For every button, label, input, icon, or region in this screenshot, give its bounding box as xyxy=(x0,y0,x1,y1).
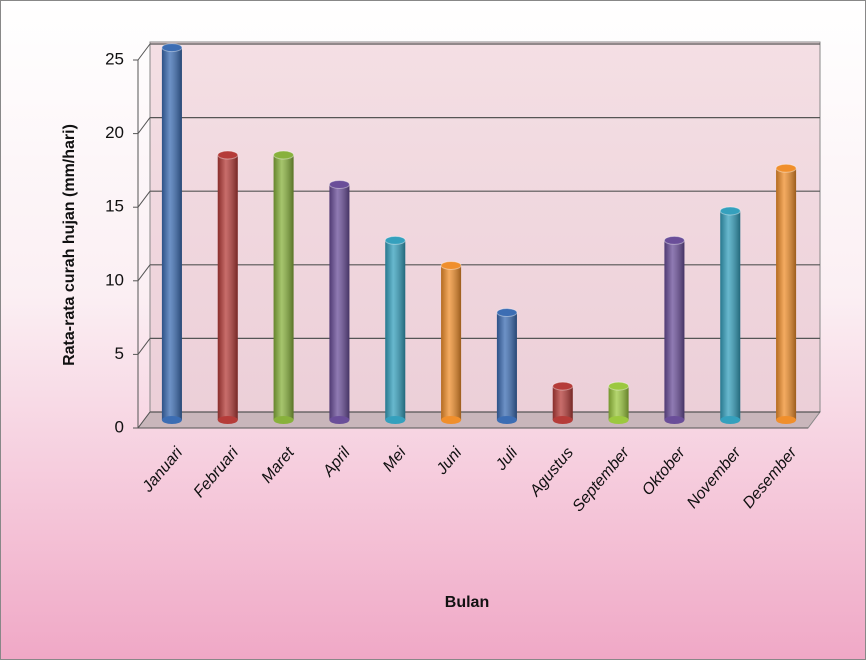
bar-shade xyxy=(776,168,796,420)
bar-top xyxy=(609,382,629,390)
bar-bottom xyxy=(441,416,461,424)
bar-bottom xyxy=(218,416,238,424)
bar-bottom xyxy=(609,416,629,424)
bar-shade xyxy=(218,155,238,420)
bar-bottom xyxy=(274,416,294,424)
bar-shade xyxy=(609,386,629,420)
bar-top xyxy=(162,44,182,52)
bar-top xyxy=(441,261,461,269)
bar-bottom xyxy=(497,416,517,424)
bar-top xyxy=(776,164,796,172)
bar-bottom xyxy=(664,416,684,424)
bar-bottom xyxy=(162,416,182,424)
bar-top xyxy=(274,151,294,159)
bar-top xyxy=(497,309,517,317)
bar-top xyxy=(385,236,405,244)
bar-top xyxy=(329,180,349,188)
chart: Rata-rata curah hujan (mm/hari) Bulan 0 5… xyxy=(0,0,866,660)
bar-top xyxy=(664,236,684,244)
back-wall xyxy=(150,42,820,412)
bar-top xyxy=(218,151,238,159)
bar-shade xyxy=(497,313,517,420)
floor xyxy=(138,412,820,428)
y-axis-title: Rata-rata curah hujan (mm/hari) xyxy=(61,124,78,366)
bar-shade xyxy=(385,240,405,420)
y-tick-label: 10 xyxy=(105,270,124,289)
bar-top xyxy=(720,207,740,215)
bar-shade xyxy=(720,211,740,420)
bar-bottom xyxy=(385,416,405,424)
bar-bottom xyxy=(776,416,796,424)
bar-bottom xyxy=(329,416,349,424)
y-tick-label: 20 xyxy=(105,123,124,142)
y-tick-label: 15 xyxy=(105,197,124,216)
bar-shade xyxy=(329,184,349,420)
bar-shade xyxy=(274,155,294,420)
y-tick-label: 25 xyxy=(105,49,124,68)
bar-bottom xyxy=(720,416,740,424)
y-tick-label: 5 xyxy=(115,344,124,363)
bar-bottom xyxy=(553,416,573,424)
bar-shade xyxy=(664,240,684,420)
bar-shade xyxy=(553,386,573,420)
y-tick-label: 0 xyxy=(115,417,124,436)
x-axis-title: Bulan xyxy=(445,594,489,611)
bar-top xyxy=(553,382,573,390)
bar-shade xyxy=(441,265,461,420)
bar-shade xyxy=(162,48,182,420)
